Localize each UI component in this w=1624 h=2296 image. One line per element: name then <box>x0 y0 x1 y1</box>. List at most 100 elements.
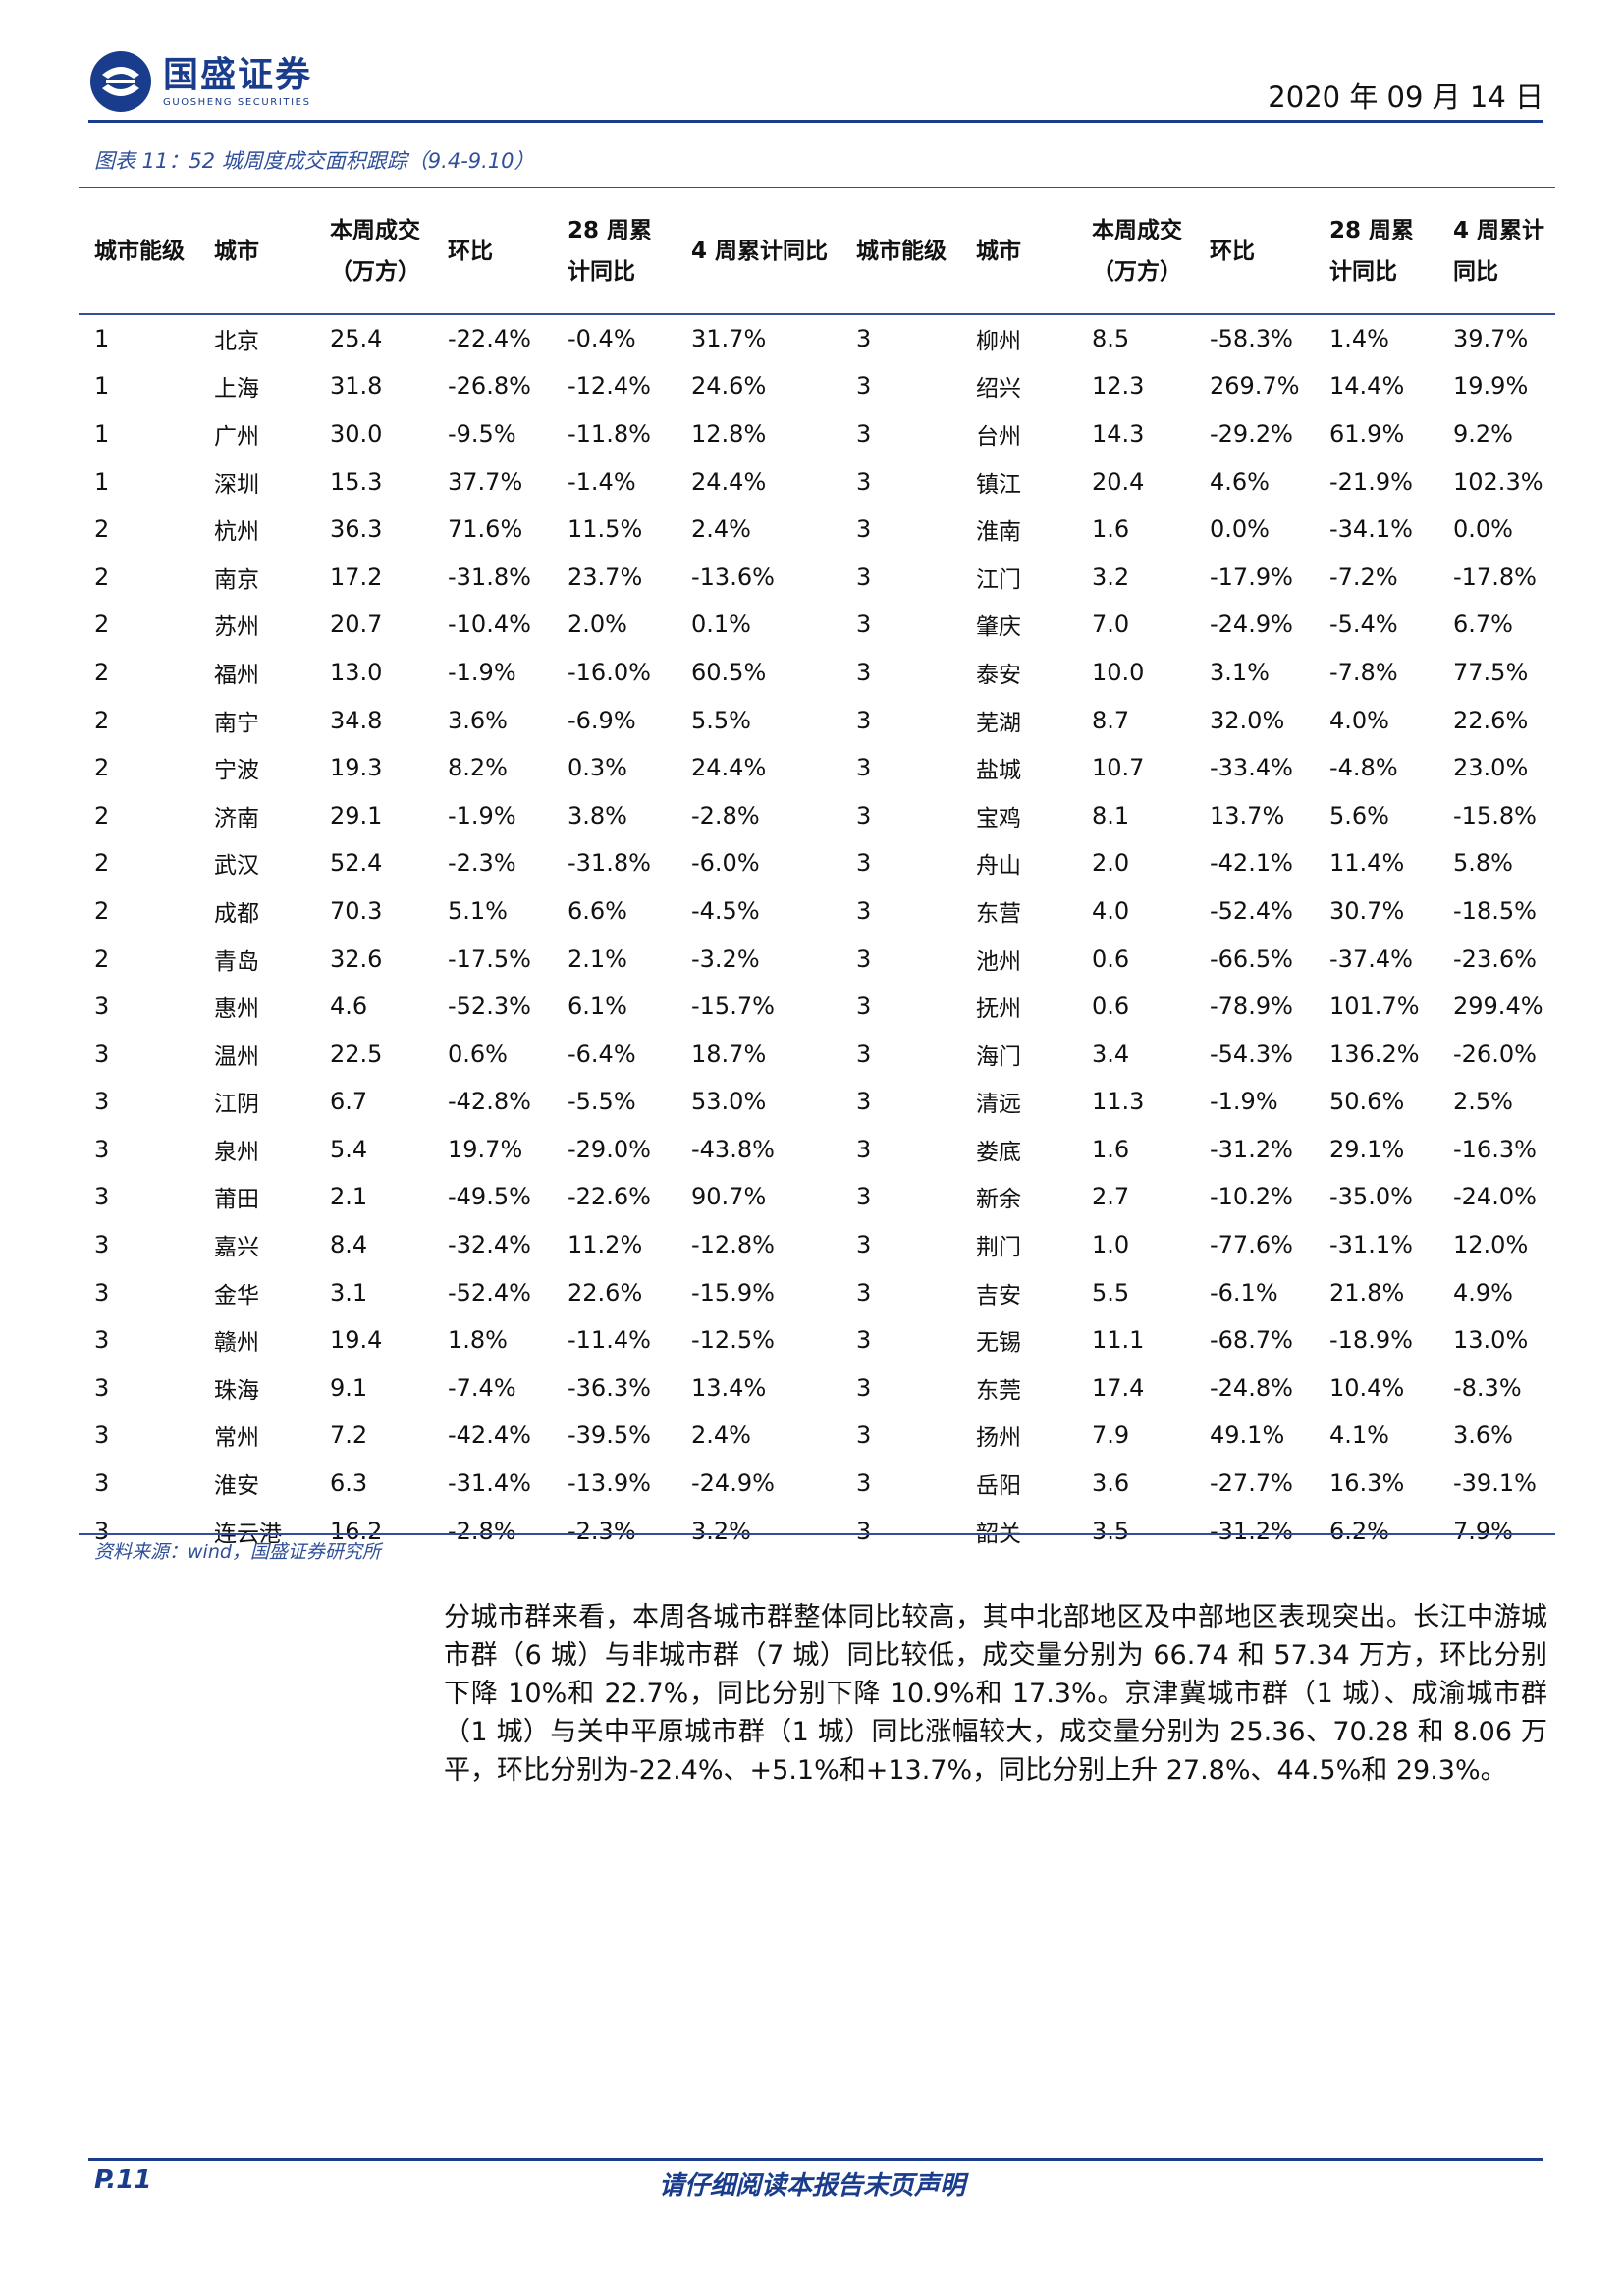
table-cell: -15.9% <box>691 1278 775 1307</box>
table-cell: 2.0% <box>568 611 627 639</box>
table-cell: 0.6 <box>1092 944 1130 973</box>
table-cell: -22.4% <box>448 324 531 352</box>
table-cell: 2 <box>94 849 110 878</box>
table-cell: 青岛 <box>214 948 259 975</box>
header-divider <box>88 120 1543 123</box>
table-body: 1 北京 25.4 -22.4% -0.4% 31.7% 3 柳州 8.5 -58.3% 1.4% 3… <box>79 314 1555 1555</box>
table-cell: 台州 <box>976 423 1021 450</box>
table-cell: 30.0 <box>330 419 383 448</box>
table-bottom-rule <box>79 1533 1555 1535</box>
city-transaction-table: 城市能级 城市 本周成交（万方） 环比 28 周累计同比 4 周累计同比 城市能级 城市 本周成… <box>79 188 1555 1555</box>
table-cell: -27.7% <box>1210 1469 1293 1498</box>
table-cell: -21.9% <box>1329 467 1413 496</box>
table-cell: 22.6% <box>1453 706 1529 734</box>
table-cell: 3 <box>856 611 872 639</box>
table-cell: 池州 <box>976 948 1021 975</box>
table-row: 3 江阴 6.7 -42.8% -5.5% 53.0% 3 清远 11.3 -1.9% 50.6% 2… <box>79 1078 1555 1126</box>
table-cell: 8.4 <box>330 1231 368 1259</box>
table-cell: 4.6 <box>330 992 368 1021</box>
table-cell: 3 <box>94 1517 110 1545</box>
table-cell: -26.8% <box>448 372 531 400</box>
table-cell: 18.7% <box>691 1040 767 1068</box>
table-cell: 3.4 <box>1092 1040 1130 1068</box>
table-cell: 23.0% <box>1453 754 1529 782</box>
table-cell: 77.5% <box>1453 658 1529 686</box>
table-cell: 7.2 <box>330 1421 368 1450</box>
table-cell: 3 <box>856 1088 872 1116</box>
footer-divider <box>88 2158 1543 2161</box>
table-cell: 3 <box>856 515 872 544</box>
table-row: 2 宁波 19.3 8.2% 0.3% 24.4% 3 盐城 10.7 -33.4% -4.8% 23… <box>79 743 1555 792</box>
table-row: 2 武汉 52.4 -2.3% -31.8% -6.0% 3 舟山 2.0 -42.1% 11.4%… <box>79 839 1555 887</box>
table-cell: -17.8% <box>1453 562 1537 591</box>
table-cell: 31.8 <box>330 372 383 400</box>
table-cell: 13.0 <box>330 658 383 686</box>
table-cell: -26.0% <box>1453 1040 1537 1068</box>
table-cell: -5.5% <box>568 1088 636 1116</box>
table-row: 2 成都 70.3 5.1% 6.6% -4.5% 3 东营 4.0 -52.4% 30.7% -18… <box>79 886 1555 935</box>
table-cell: 0.6 <box>1092 992 1130 1021</box>
column-header: 城市能级 <box>94 238 185 264</box>
table-cell: -1.4% <box>568 467 636 496</box>
table-cell: 海门 <box>976 1043 1021 1070</box>
table-cell: 3 <box>856 992 872 1021</box>
data-source: 资料来源：wind，国盛证券研究所 <box>94 1541 381 1563</box>
table-cell: -24.9% <box>691 1469 775 1498</box>
table-cell: 3 <box>856 467 872 496</box>
table-cell: 12.0% <box>1453 1231 1529 1259</box>
table-cell: 3.6% <box>448 706 508 734</box>
table-cell: 吉安 <box>976 1282 1021 1308</box>
table-cell: -35.0% <box>1329 1183 1413 1211</box>
table-cell: 淮南 <box>976 519 1021 546</box>
table-cell: -15.7% <box>691 992 775 1021</box>
table-cell: 2 <box>94 754 110 782</box>
table-cell: 清远 <box>976 1092 1021 1118</box>
page-number: P.11 <box>94 2165 152 2195</box>
table-cell: 1 <box>94 419 110 448</box>
table-cell: 6.6% <box>568 896 627 925</box>
table-cell: 东营 <box>976 900 1021 927</box>
table-cell: 60.5% <box>691 658 767 686</box>
table-caption: 图表 11：52 城周度成交面积跟踪（9.4-9.10） <box>94 149 535 173</box>
table-cell: 3 <box>856 896 872 925</box>
table-cell: 3 <box>94 1373 110 1402</box>
table-cell: -10.4% <box>448 611 531 639</box>
table-cell: 21.8% <box>1329 1278 1405 1307</box>
table-cell: 惠州 <box>214 996 259 1023</box>
table-cell: 10.0 <box>1092 658 1145 686</box>
table-row: 3 嘉兴 8.4 -32.4% 11.2% -12.8% 3 荆门 1.0 -77.6% -31.1… <box>79 1220 1555 1269</box>
table-cell: 3 <box>856 849 872 878</box>
table-cell: 柳州 <box>976 328 1021 354</box>
table-cell: -1.9% <box>1210 1088 1278 1116</box>
table-cell: 2 <box>94 562 110 591</box>
table-cell: -17.9% <box>1210 562 1293 591</box>
table-cell: 3 <box>856 1231 872 1259</box>
column-header: 城市能级 <box>856 238 947 264</box>
table-cell: -7.2% <box>1329 562 1398 591</box>
table-cell: 2 <box>94 611 110 639</box>
table-cell: 52.4 <box>330 849 383 878</box>
column-header: 城市 <box>214 238 259 264</box>
column-header: 4 周累计同比 <box>1453 217 1545 285</box>
table-cell: 70.3 <box>330 896 383 925</box>
table-cell: -9.5% <box>448 419 516 448</box>
table-cell: 3 <box>94 1040 110 1068</box>
table-cell: 武汉 <box>214 853 259 880</box>
table-cell: 13.4% <box>691 1373 767 1402</box>
table-cell: 上海 <box>214 376 259 402</box>
table-cell: 3 <box>856 658 872 686</box>
table-cell: -42.4% <box>448 1421 531 1450</box>
table-cell: -16.0% <box>568 658 651 686</box>
table-cell: 韶关 <box>976 1521 1021 1547</box>
table-cell: 1.4% <box>1329 324 1389 352</box>
table-cell: 3 <box>856 1040 872 1068</box>
table-cell: 32.0% <box>1210 706 1285 734</box>
table-cell: -4.8% <box>1329 754 1398 782</box>
table-cell: 常州 <box>214 1425 259 1452</box>
table-cell: -2.3% <box>448 849 516 878</box>
table-cell: -17.5% <box>448 944 531 973</box>
table-cell: 淮安 <box>214 1473 259 1500</box>
table-cell: 8.7 <box>1092 706 1130 734</box>
table-row: 1 北京 25.4 -22.4% -0.4% 31.7% 3 柳州 8.5 -58.3% 1.4% 3… <box>79 314 1555 363</box>
table-cell: 7.0 <box>1092 611 1130 639</box>
